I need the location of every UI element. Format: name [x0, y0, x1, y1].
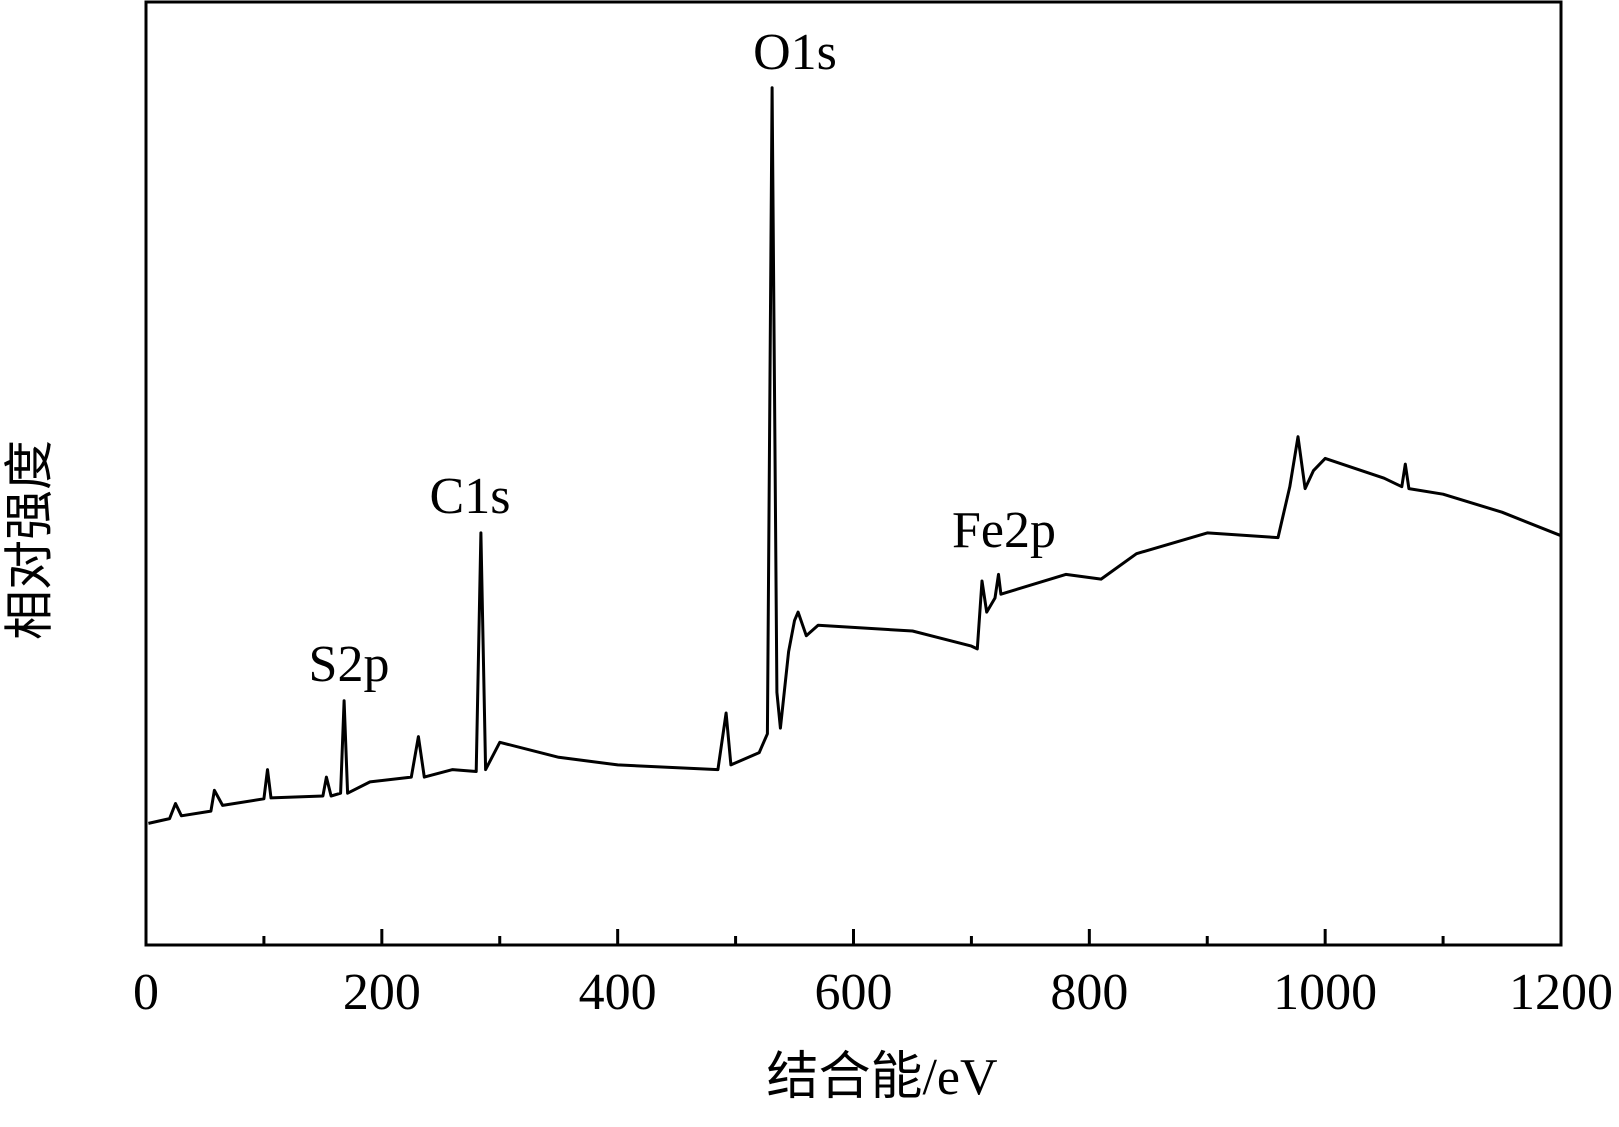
peak-label: C1s	[430, 468, 511, 525]
x-tick-label: 0	[133, 964, 159, 1021]
peak-label: O1s	[753, 24, 837, 81]
x-tick-label: 400	[579, 964, 657, 1021]
x-tick-label: 200	[343, 964, 421, 1021]
spectrum-line	[148, 86, 1562, 825]
peak-label: Fe2p	[952, 502, 1056, 559]
y-axis-label: 相对强度	[1, 440, 57, 640]
x-tick-label: 1000	[1273, 964, 1377, 1021]
peak-label: S2p	[309, 636, 390, 693]
x-tick-label: 600	[815, 964, 893, 1021]
x-tick-label: 800	[1050, 964, 1128, 1021]
x-axis-label: 结合能/eV	[766, 1049, 997, 1106]
plot-frame	[144, 0, 1563, 947]
x-tick-label: 1200	[1509, 964, 1613, 1021]
